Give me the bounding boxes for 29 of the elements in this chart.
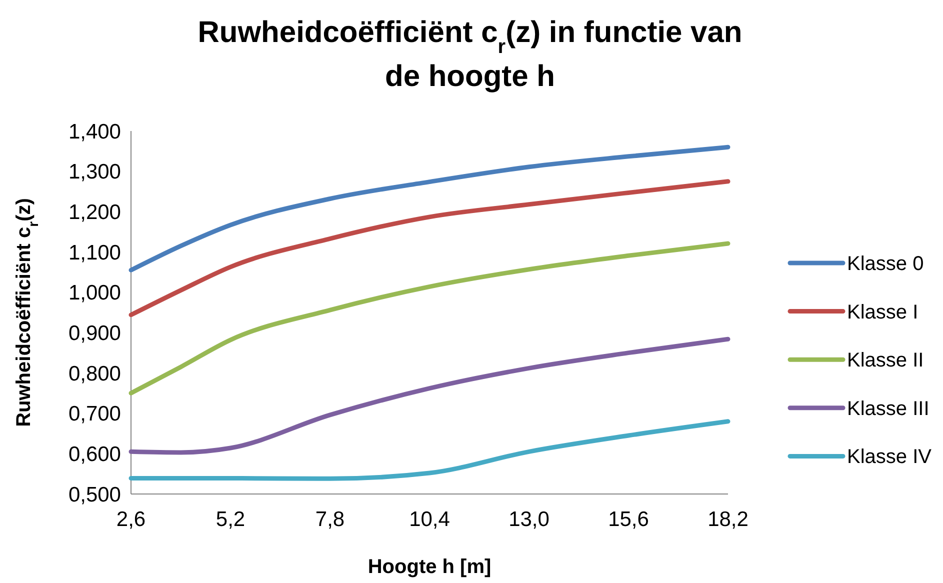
- x-tick-label: 2,6: [116, 508, 146, 531]
- line-series: [128, 179, 730, 318]
- x-tick-label: 10,4: [409, 508, 450, 531]
- y-tick-label: 1,300: [68, 160, 121, 184]
- y-tick-label: 0,500: [68, 483, 121, 506]
- legend-label: Klasse III: [847, 398, 930, 420]
- line-series: [128, 144, 730, 272]
- x-axis-title: Hoogte h [m]: [368, 556, 492, 578]
- x-tick-label: 7,8: [315, 508, 345, 531]
- y-tick-label: 1,200: [68, 201, 121, 224]
- x-tick-label: 5,2: [216, 508, 246, 531]
- x-tick-label: 18,2: [708, 508, 748, 531]
- y-tick-label: 0,600: [68, 443, 121, 466]
- line-series: [128, 419, 730, 481]
- y-tick-label: 1,000: [68, 282, 121, 305]
- y-tick-label: 1,100: [68, 241, 121, 264]
- legend-label: Klasse I: [847, 301, 918, 324]
- x-tick-label: 15,6: [608, 508, 649, 531]
- line-series: [128, 241, 730, 396]
- chart-title: Ruwheidcoëfficiënt c$_{r}$(z) in functie van de hoogte h: [198, 16, 742, 93]
- line-series: [128, 336, 730, 455]
- y-tick-label: 0,700: [68, 402, 121, 426]
- y-tick-label: 0,800: [68, 362, 121, 386]
- y-tick-label: 1,400: [68, 120, 121, 144]
- y-tick-label: 0,900: [68, 322, 121, 346]
- legend-label: Klasse 0: [847, 253, 924, 275]
- legend-label: Klasse IV: [847, 446, 932, 468]
- x-tick-label: 13,0: [508, 508, 550, 531]
- legend-label: Klasse II: [847, 350, 924, 372]
